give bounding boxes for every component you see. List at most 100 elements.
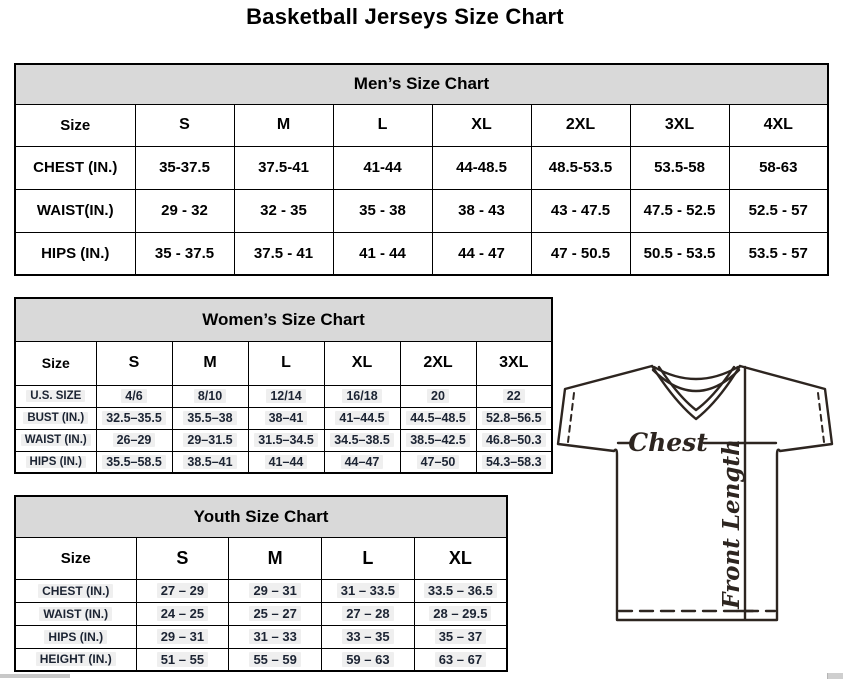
front-length-label: Front Length: [718, 439, 745, 610]
jersey-icon: Chest Front Length: [556, 364, 834, 622]
row-label: CHEST (IN.): [14, 578, 137, 603]
cell-value: 4/6: [95, 384, 173, 408]
cell-value: 41-44: [332, 145, 433, 190]
size-table: Men’s Size Chart Size S M L XL 2XL 3XL 4XL CHEST …: [14, 63, 829, 276]
row-label: WAIST(IN.): [14, 188, 136, 233]
column-header: S: [134, 103, 235, 147]
cell-value: 47 - 50.5: [530, 231, 631, 276]
column-header: 3XL: [629, 103, 730, 147]
column-header: S: [135, 536, 230, 580]
cell-value: 29–31.5: [171, 428, 249, 452]
cell-value: 20: [399, 384, 477, 408]
cell-value: 32.5–35.5: [95, 406, 173, 430]
cell-value: 27 – 28: [321, 601, 415, 626]
row-label: HIPS (IN.): [14, 624, 137, 649]
cell-value: 35 – 37: [413, 624, 508, 649]
column-header: M: [171, 340, 249, 386]
cell-value: 34.5–38.5: [323, 428, 401, 452]
cell-value: 44.5–48.5: [399, 406, 477, 430]
cell-value: 35 - 37.5: [134, 231, 235, 276]
cell-value: 35-37.5: [134, 145, 235, 190]
row-label: BUST (IN.): [14, 406, 97, 430]
cell-value: 24 – 25: [135, 601, 230, 626]
table-row: WAIST(IN.) 29 - 32 32 - 35 35 - 38 38 - 43 43…: [14, 188, 829, 233]
size-column-label: Size: [14, 340, 97, 386]
cell-value: 55 – 59: [228, 647, 322, 672]
cell-value: 44–47: [323, 450, 401, 474]
column-header: 2XL: [399, 340, 477, 386]
size-column-label: Size: [14, 103, 136, 147]
jersey-outline: [556, 364, 834, 622]
size-table: Women’s Size Chart Size S M L XL 2XL 3XL U.S. SI…: [14, 297, 553, 474]
cell-value: 25 – 27: [228, 601, 322, 626]
row-label: WAIST (IN.): [14, 428, 97, 452]
collar-v-outer: [650, 364, 742, 421]
size-column-label: Size: [14, 536, 137, 580]
cell-value: 53.5 - 57: [728, 231, 829, 276]
table-row: HIPS (IN.) 35 - 37.5 37.5 - 41 41 - 44 44 - …: [14, 231, 829, 276]
cell-value: 33 – 35: [321, 624, 415, 649]
column-header: L: [332, 103, 433, 147]
table-title: Women’s Size Chart: [14, 297, 553, 342]
table-title: Men’s Size Chart: [14, 63, 829, 105]
cell-value: 22: [475, 384, 553, 408]
cell-value: 51 – 55: [135, 647, 230, 672]
column-header: XL: [431, 103, 532, 147]
cell-value: 48.5-53.5: [530, 145, 631, 190]
cell-value: 8/10: [171, 384, 249, 408]
cell-value: 32 - 35: [233, 188, 334, 233]
cell-value: 35.5–58.5: [95, 450, 173, 474]
cell-value: 46.8–50.3: [475, 428, 553, 452]
page-title: Basketball Jerseys Size Chart: [246, 4, 564, 29]
table-title: Youth Size Chart: [14, 495, 508, 538]
cell-value: 29 – 31: [228, 578, 322, 603]
table-row: CHEST (IN.) 35-37.5 37.5-41 41-44 44-48.5 48.…: [14, 145, 829, 190]
column-header: M: [228, 536, 322, 580]
cell-value: 63 – 67: [413, 647, 508, 672]
cell-value: 29 – 31: [135, 624, 230, 649]
table-row: CHEST (IN.) 27 – 29 29 – 31 31 – 33.5 33.5 –…: [14, 578, 508, 603]
column-header: L: [247, 340, 325, 386]
column-header: 2XL: [530, 103, 631, 147]
cell-value: 52.8–56.5: [475, 406, 553, 430]
cell-value: 29 - 32: [134, 188, 235, 233]
cell-value: 38 - 43: [431, 188, 532, 233]
cell-value: 41–44: [247, 450, 325, 474]
column-header: S: [95, 340, 173, 386]
table-row: U.S. SIZE 4/6 8/10 12/14 16/18 20 22: [14, 384, 553, 408]
right-cuff-dashed-line: [817, 392, 825, 443]
cell-value: 47.5 - 52.5: [629, 188, 730, 233]
cell-value: 26–29: [95, 428, 173, 452]
table-row: BUST (IN.) 32.5–35.5 35.5–38 38–41 41–44.5 44…: [14, 406, 553, 430]
cell-value: 38–41: [247, 406, 325, 430]
cell-value: 31.5–34.5: [247, 428, 325, 452]
cell-value: 16/18: [323, 384, 401, 408]
table-row: HEIGHT (IN.) 51 – 55 55 – 59 59 – 63 63 – 67: [14, 647, 508, 672]
row-label: HIPS (IN.): [14, 450, 97, 474]
cell-value: 43 - 47.5: [530, 188, 631, 233]
cell-value: 28 – 29.5: [413, 601, 508, 626]
cell-value: 33.5 – 36.5: [413, 578, 508, 603]
cell-value: 44-48.5: [431, 145, 532, 190]
column-header: 4XL: [728, 103, 829, 147]
column-header: 3XL: [475, 340, 553, 386]
row-label: WAIST (IN.): [14, 601, 137, 626]
row-label: U.S. SIZE: [14, 384, 97, 408]
horizontal-scrollbar-thumb[interactable]: [0, 674, 70, 678]
table-row: HIPS (IN.) 35.5–58.5 38.5–41 41–44 44–47 47–5…: [14, 450, 553, 474]
column-header: XL: [323, 340, 401, 386]
cell-value: 38.5–41: [171, 450, 249, 474]
cell-value: 59 – 63: [321, 647, 415, 672]
womens-size-chart-table: Women’s Size Chart Size S M L XL 2XL 3XL U.S. SI…: [14, 297, 553, 474]
cell-value: 58-63: [728, 145, 829, 190]
collar-arc-inner: [651, 368, 741, 393]
column-header: M: [233, 103, 334, 147]
scrollbar-corner[interactable]: [827, 673, 843, 679]
cell-value: 54.3–58.3: [475, 450, 553, 474]
size-table: Youth Size Chart Size S M L XL CHEST (IN.) 27 –…: [14, 495, 508, 672]
chest-label: Chest: [628, 428, 708, 457]
row-label: HIPS (IN.): [14, 231, 136, 276]
cell-value: 31 – 33.5: [321, 578, 415, 603]
cell-value: 47–50: [399, 450, 477, 474]
cell-value: 37.5 - 41: [233, 231, 334, 276]
